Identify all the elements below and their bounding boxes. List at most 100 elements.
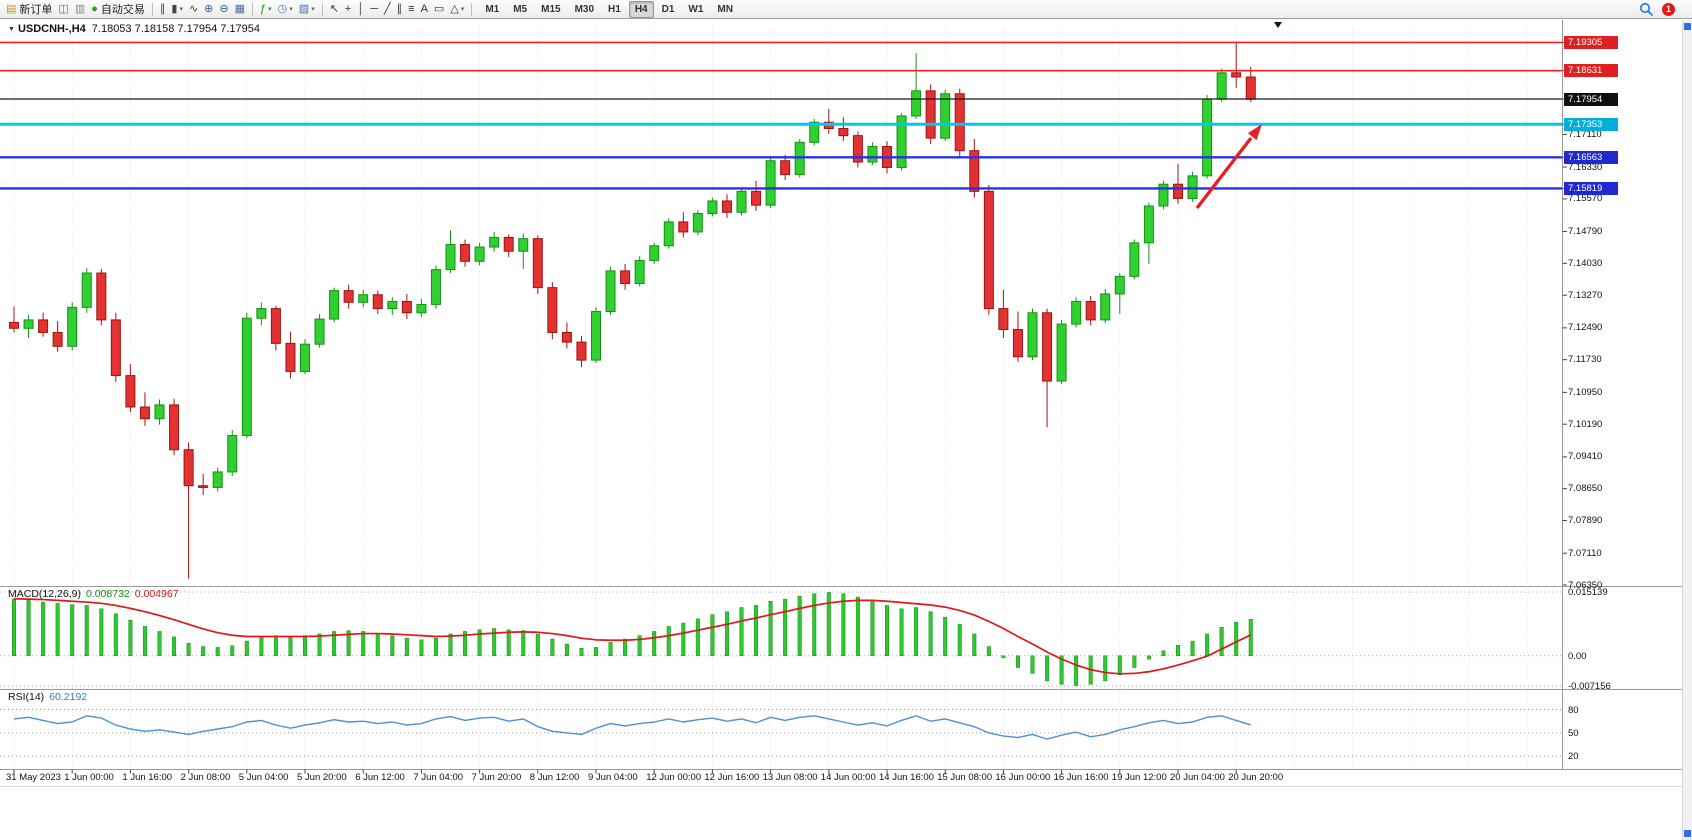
tile-windows-button[interactable]: ▦: [232, 1, 248, 18]
candles-mode-button[interactable]: ▮ ▾: [168, 1, 186, 18]
tile-windows-icon: ▦: [234, 2, 246, 15]
macd-histogram-bar: [986, 646, 991, 657]
candle-body: [591, 311, 601, 361]
search-icon[interactable]: [1639, 2, 1654, 17]
candle-body: [1056, 323, 1067, 382]
macd-histogram-bar: [41, 601, 46, 657]
macd-main-value: 0.008732: [85, 588, 130, 600]
profiles-button[interactable]: ▥: [72, 1, 88, 18]
indicator-levels-layer: [0, 591, 1562, 757]
price-axis-label: 7.10950: [1568, 386, 1603, 398]
timeframes-menu-icon: ◷: [277, 2, 288, 15]
macd-histogram-bar: [288, 636, 293, 657]
macd-histogram-bar: [1248, 619, 1253, 657]
shapes-button[interactable]: △ ▾: [447, 1, 467, 18]
fibonacci-button[interactable]: ≡: [405, 1, 417, 18]
candle-body: [183, 449, 194, 487]
chart-windows-button[interactable]: ◫: [55, 1, 71, 18]
timeframe-m5[interactable]: M5: [513, 3, 528, 15]
macd-histogram-bar: [1146, 655, 1151, 660]
annotation-arrow[interactable]: [1195, 124, 1262, 210]
profiles-icon: ▥: [74, 2, 86, 15]
timeframes-menu-button[interactable]: ◷ ▾: [275, 1, 296, 18]
price-axis-label: 7.10190: [1568, 418, 1603, 430]
candle-body: [809, 121, 820, 143]
macd-histogram-bar: [652, 631, 657, 657]
timeframes-menu-dropdown-arrow[interactable]: ▾: [289, 6, 293, 13]
macd-histogram-bar: [797, 595, 802, 657]
line-mode-button[interactable]: ∿: [186, 1, 201, 18]
candle-body: [372, 294, 383, 310]
time-axis-label: 12 Jun 16:00: [704, 772, 760, 783]
time-axis-label: 1 Jun 16:00: [122, 772, 173, 783]
candle-body: [416, 303, 427, 314]
macd-histogram-bar: [244, 640, 249, 657]
candle-body: [285, 342, 296, 372]
macd-histogram-bar: [477, 629, 482, 657]
macd-histogram-bar: [404, 637, 409, 657]
macd-histogram-bar: [55, 603, 60, 657]
zoom-in-icon: ⊕: [204, 2, 214, 15]
rsi-line: [13, 715, 1251, 740]
timeframe-h4[interactable]: H4: [628, 0, 654, 18]
bars-mode-button[interactable]: ∥: [157, 1, 169, 18]
label-object-button[interactable]: ▭: [431, 1, 447, 18]
timeframe-w1[interactable]: W1: [688, 3, 704, 15]
candle-body: [67, 306, 78, 347]
candles-mode-dropdown-arrow[interactable]: ▾: [179, 6, 183, 13]
timeframe-mn[interactable]: MN: [717, 3, 733, 15]
equidistant-channel-button[interactable]: ∥: [394, 1, 406, 18]
macd-histogram-bar: [492, 628, 497, 657]
macd-histogram-bar: [564, 643, 569, 657]
macd-histogram-bar: [637, 635, 642, 657]
vertical-line-button[interactable]: │: [354, 1, 367, 18]
zoom-out-button[interactable]: ⊖: [216, 1, 231, 18]
price-axis-label: 7.14790: [1568, 226, 1603, 238]
candle-body: [1114, 275, 1125, 295]
text-button[interactable]: A: [418, 1, 431, 18]
templates-button[interactable]: ▧ ▾: [296, 1, 318, 18]
candle-body: [983, 190, 994, 310]
shift-marker-icon[interactable]: [1274, 22, 1282, 28]
candle-body: [329, 290, 340, 320]
macd-histogram-bar: [70, 604, 75, 657]
new-order-button[interactable]: ▤ 新订单: [3, 1, 55, 18]
timeframe-h1[interactable]: H1: [608, 3, 621, 15]
rsi-axis-label: 50: [1568, 727, 1579, 739]
trendline-button[interactable]: ╱: [381, 1, 394, 18]
macd-histogram-bar: [390, 635, 395, 657]
timeframe-bar: M1 M5 M15 M30 H1 H4 D1 W1 MN: [478, 0, 740, 18]
timeframe-d1[interactable]: D1: [661, 3, 675, 15]
cursor-button[interactable]: ↖: [327, 1, 342, 18]
horizontal-line-icon: ─: [370, 2, 379, 15]
price-axis-label: 7.15570: [1568, 193, 1603, 205]
candle-body: [940, 93, 951, 139]
indicators-button[interactable]: ƒ ▾: [257, 1, 275, 18]
zoom-in-button[interactable]: ⊕: [201, 1, 216, 18]
candles-layer: [9, 41, 1256, 579]
chart-collapse-arrow[interactable]: ▼: [8, 26, 15, 33]
candle-body: [925, 90, 936, 139]
timeframe-m15[interactable]: M15: [541, 3, 561, 15]
new-order-label: 新订单: [19, 4, 53, 16]
autotrade-button[interactable]: ● 自动交易: [88, 1, 148, 18]
candle-body: [707, 200, 718, 215]
horizontal-line-button[interactable]: ─: [367, 1, 381, 18]
crosshair-button[interactable]: +: [342, 1, 354, 18]
candle-body: [256, 308, 267, 319]
candle-body: [911, 90, 922, 117]
shapes-dropdown-arrow[interactable]: ▾: [460, 6, 465, 13]
price-levels-layer[interactable]: [0, 41, 1562, 190]
macd-histogram-bar: [855, 596, 860, 657]
indicators-dropdown-arrow[interactable]: ▾: [268, 6, 272, 13]
scroll-up-button[interactable]: [1684, 23, 1691, 30]
vertical-scrollbar[interactable]: [1682, 20, 1692, 840]
templates-dropdown-arrow[interactable]: ▾: [311, 6, 315, 13]
time-axis-label: 16 Jun 16:00: [1053, 772, 1109, 783]
timeframe-m1[interactable]: M1: [485, 3, 500, 15]
scroll-down-button[interactable]: [1684, 830, 1691, 837]
notification-badge[interactable]: 1: [1662, 2, 1675, 16]
timeframe-m30[interactable]: M30: [574, 3, 595, 15]
macd-signal-line: [13, 597, 1252, 675]
